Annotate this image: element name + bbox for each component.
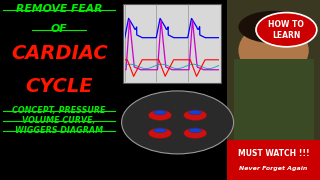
Text: REMOVE FEAR: REMOVE FEAR — [16, 4, 102, 15]
FancyBboxPatch shape — [234, 59, 314, 140]
Ellipse shape — [148, 128, 172, 138]
Text: VOLUME CURVE,: VOLUME CURVE, — [22, 116, 96, 125]
Text: CONCEPT, PRESSURE: CONCEPT, PRESSURE — [12, 106, 106, 115]
Circle shape — [122, 91, 234, 154]
Text: Never Forget Again: Never Forget Again — [239, 166, 308, 171]
Ellipse shape — [238, 11, 309, 43]
Ellipse shape — [184, 128, 207, 138]
Ellipse shape — [148, 110, 172, 120]
Ellipse shape — [189, 128, 202, 133]
Text: CYCLE: CYCLE — [25, 76, 93, 96]
Ellipse shape — [154, 110, 166, 115]
FancyBboxPatch shape — [227, 0, 320, 140]
Circle shape — [256, 13, 317, 47]
FancyBboxPatch shape — [123, 4, 221, 83]
Ellipse shape — [238, 23, 309, 77]
FancyBboxPatch shape — [227, 140, 320, 180]
Text: OF: OF — [51, 24, 68, 34]
Text: CARDIAC: CARDIAC — [11, 44, 108, 63]
Ellipse shape — [184, 110, 207, 120]
Text: MUST WATCH !!!: MUST WATCH !!! — [238, 149, 309, 158]
Text: HOW TO: HOW TO — [268, 20, 304, 29]
Text: LEARN: LEARN — [272, 31, 300, 40]
Ellipse shape — [189, 110, 202, 115]
Text: WIGGERS DIAGRAM: WIGGERS DIAGRAM — [15, 126, 103, 135]
Ellipse shape — [154, 128, 166, 133]
